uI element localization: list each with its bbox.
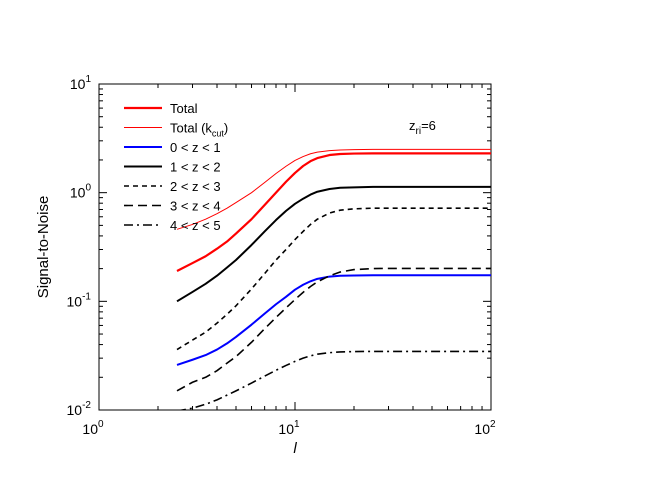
legend-label-main: 4 < z < 5 bbox=[170, 218, 221, 233]
y-tick-exp: 0 bbox=[85, 183, 91, 194]
legend-label-main: 2 < z < 3 bbox=[170, 179, 221, 194]
legend-label-z01: 0 < z < 1 bbox=[170, 140, 221, 155]
legend-label-total: Total bbox=[170, 101, 198, 116]
x-tick-label: 101 bbox=[278, 419, 300, 437]
y-tick-base: 10 bbox=[70, 76, 86, 92]
y-tick-exp: -1 bbox=[82, 291, 91, 302]
y-tick-base: 10 bbox=[67, 293, 83, 309]
legend-label-main: 3 < z < 4 bbox=[170, 199, 221, 214]
annotation-base: z bbox=[409, 118, 416, 133]
legend-label-z45: 4 < z < 5 bbox=[170, 218, 221, 233]
x-tick-base: 10 bbox=[82, 421, 98, 437]
x-tick-exp: 2 bbox=[490, 419, 496, 430]
x-tick-label: 102 bbox=[474, 419, 496, 437]
series-line-total bbox=[176, 152, 491, 273]
y-tick-exp: 1 bbox=[85, 74, 91, 85]
legend-label-main: Total bbox=[170, 101, 198, 116]
x-tick-exp: 1 bbox=[294, 419, 300, 430]
x-tick-exp: 0 bbox=[98, 419, 104, 430]
x-tick-base: 10 bbox=[474, 421, 490, 437]
annotation-zri: zri=6 bbox=[409, 118, 436, 137]
series-line-z34 bbox=[176, 267, 491, 392]
axis-ticks bbox=[98, 84, 491, 411]
y-tick-base: 10 bbox=[67, 402, 83, 418]
annotation-subscript: ri bbox=[416, 126, 422, 137]
legend-label-z12: 1 < z < 2 bbox=[170, 160, 221, 175]
series-line-z45 bbox=[177, 350, 491, 410]
legend-label-main: 0 < z < 1 bbox=[170, 140, 221, 155]
x-tick-base: 10 bbox=[278, 421, 294, 437]
y-tick-label: 101 bbox=[70, 74, 92, 92]
x-tick-label: 100 bbox=[82, 419, 104, 437]
y-tick-label: 10-1 bbox=[67, 291, 92, 309]
legend-label-total-kcut: Total (kcut) bbox=[170, 121, 228, 139]
annotation-suffix: =6 bbox=[421, 118, 436, 133]
series-line-z01 bbox=[176, 274, 491, 366]
legend-label-main: Total (k bbox=[170, 121, 212, 136]
y-tick-exp: -2 bbox=[82, 400, 91, 411]
y-tick-base: 10 bbox=[70, 185, 86, 201]
y-axis-label: Signal-to-Noise bbox=[35, 196, 52, 299]
series-line-z12 bbox=[176, 185, 491, 303]
series-line-total-kcut bbox=[176, 148, 491, 230]
legend-label-z34: 3 < z < 4 bbox=[170, 199, 221, 214]
legend-label-main: 1 < z < 2 bbox=[170, 160, 221, 175]
legend-label-z23: 2 < z < 3 bbox=[170, 179, 221, 194]
y-tick-label: 10-2 bbox=[67, 400, 92, 418]
series-lines bbox=[176, 148, 491, 410]
series-line-z23 bbox=[176, 207, 491, 351]
legend-label-sub: cut bbox=[212, 129, 225, 139]
legend-label-end: ) bbox=[224, 121, 228, 136]
legend: Total Total (kcut)0 < z < 1 1 < z < 2 2 < z… bbox=[124, 101, 228, 233]
x-axis-label: l bbox=[293, 440, 297, 457]
y-tick-label: 100 bbox=[70, 183, 92, 201]
